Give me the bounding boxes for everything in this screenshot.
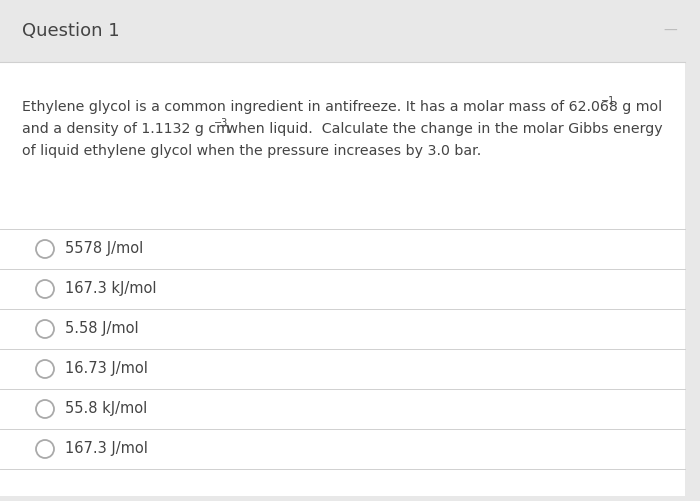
- Text: of liquid ethylene glycol when the pressure increases by 3.0 bar.: of liquid ethylene glycol when the press…: [22, 144, 482, 158]
- Text: −1: −1: [601, 96, 615, 106]
- FancyBboxPatch shape: [0, 0, 685, 62]
- Text: 5578 J/mol: 5578 J/mol: [65, 241, 144, 257]
- Text: 55.8 kJ/mol: 55.8 kJ/mol: [65, 401, 147, 416]
- Text: 167.3 kJ/mol: 167.3 kJ/mol: [65, 282, 157, 297]
- Text: —: —: [663, 24, 677, 38]
- Text: when liquid.  Calculate the change in the molar Gibbs energy: when liquid. Calculate the change in the…: [222, 122, 663, 136]
- Text: 167.3 J/mol: 167.3 J/mol: [65, 441, 148, 456]
- Text: Question 1: Question 1: [22, 22, 120, 40]
- Text: −3: −3: [214, 118, 228, 128]
- Text: 16.73 J/mol: 16.73 J/mol: [65, 362, 148, 376]
- Text: Ethylene glycol is a common ingredient in antifreeze. It has a molar mass of 62.: Ethylene glycol is a common ingredient i…: [22, 100, 662, 114]
- Text: 5.58 J/mol: 5.58 J/mol: [65, 322, 139, 337]
- FancyBboxPatch shape: [0, 0, 685, 496]
- Text: and a density of 1.1132 g cm: and a density of 1.1132 g cm: [22, 122, 230, 136]
